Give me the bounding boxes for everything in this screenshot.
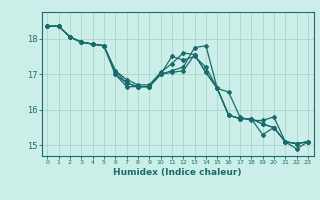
X-axis label: Humidex (Indice chaleur): Humidex (Indice chaleur) (113, 168, 242, 177)
